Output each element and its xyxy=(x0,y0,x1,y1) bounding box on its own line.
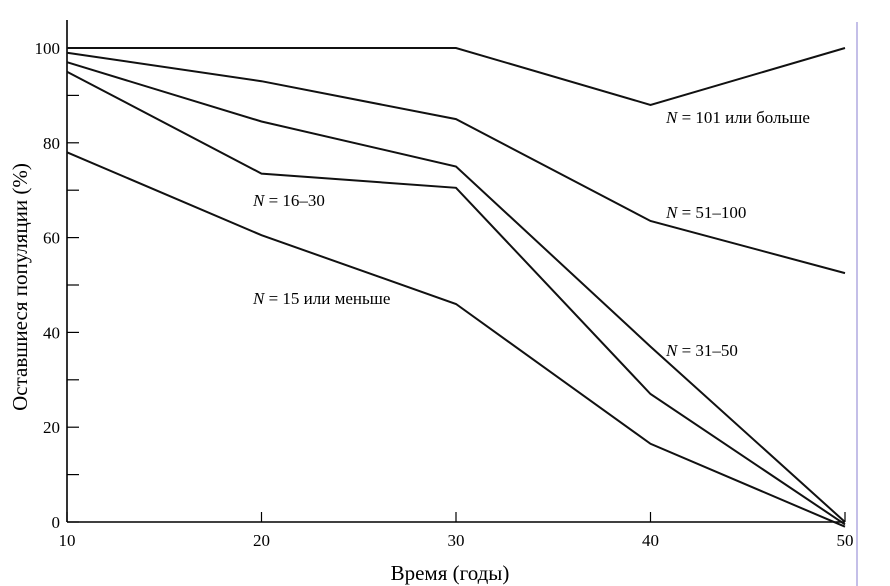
y-tick-label-80: 80 xyxy=(43,134,60,153)
series-line-5 xyxy=(66,151,846,528)
ticks: 0 20 40 60 80 100 10 20 30 40 50 xyxy=(35,39,854,550)
x-tick-label-40: 40 xyxy=(642,531,659,550)
y-tick-label-60: 60 xyxy=(43,229,60,248)
series-line-3 xyxy=(66,61,846,523)
series-label-2: N = 51–100 xyxy=(665,203,746,222)
y-tick-label-20: 20 xyxy=(43,418,60,437)
series-label-5: N = 15 или меньше xyxy=(252,289,390,308)
x-axis-title: Время (годы) xyxy=(391,561,510,585)
y-tick-label-0: 0 xyxy=(52,513,61,532)
y-tick-label-40: 40 xyxy=(43,323,60,342)
series-lines xyxy=(66,47,846,528)
series-label-1: N = 101 или больше xyxy=(665,108,810,127)
x-tick-label-30: 30 xyxy=(448,531,465,550)
y-axis-title: Оставшиеся популяции (%) xyxy=(8,163,32,411)
series-line-2 xyxy=(66,51,846,275)
series-label-4: N = 16–30 xyxy=(252,191,325,210)
series-line-1 xyxy=(67,47,846,106)
x-tick-label-10: 10 xyxy=(59,531,76,550)
x-tick-label-20: 20 xyxy=(253,531,270,550)
series-line-4 xyxy=(66,70,846,526)
y-tick-label-100: 100 xyxy=(35,39,61,58)
x-tick-label-50: 50 xyxy=(837,531,854,550)
series-label-3: N = 31–50 xyxy=(665,341,738,360)
series-labels: N = 101 или больше N = 51–100 N = 31–50 N =… xyxy=(252,108,810,360)
